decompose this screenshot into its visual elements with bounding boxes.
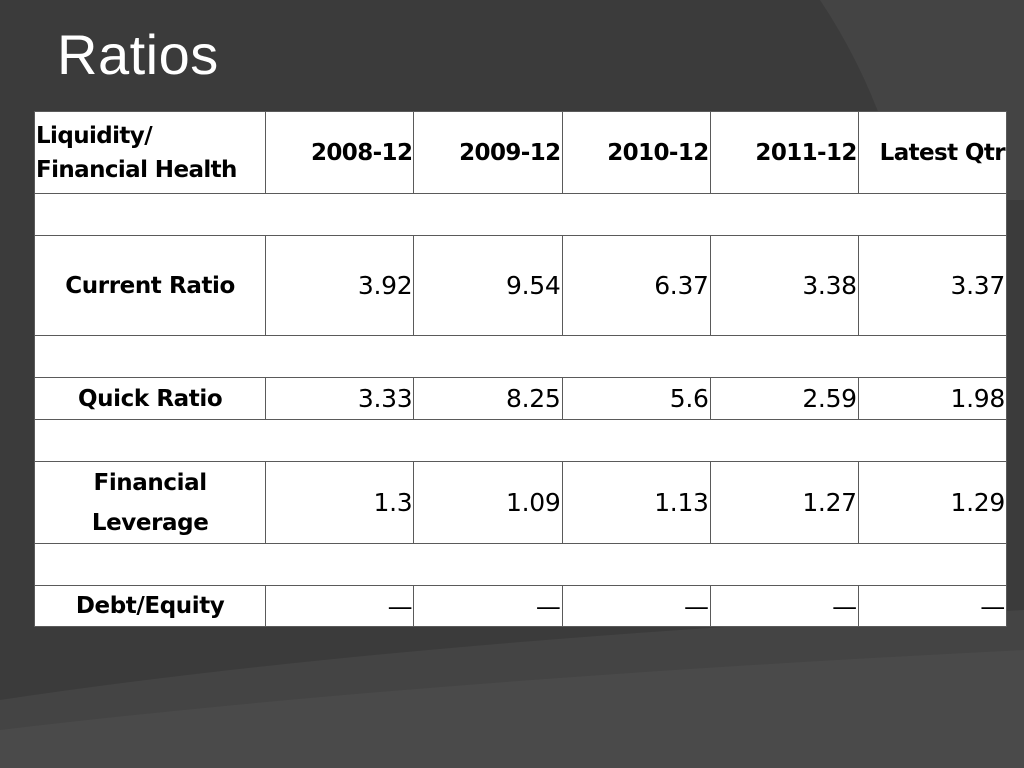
header-col-latest-qtr: Latest Qtr: [857, 111, 1008, 194]
value-cell: 3.37: [857, 235, 1008, 336]
value-cell: 1.3: [265, 461, 415, 544]
value-cell: 2.59: [709, 377, 859, 420]
header-col-2009: 2009-12: [413, 111, 563, 194]
spacer-cell: [34, 543, 1007, 586]
table-row-quick-ratio: Quick Ratio 3.33 8.25 5.6 2.59 1.98: [33, 377, 1008, 420]
value-cell: 6.37: [561, 235, 711, 336]
row-label-line1: Financial: [93, 469, 208, 496]
spacer-row: [34, 419, 1007, 462]
header-category-cell: Liquidity/ Financial Health: [33, 111, 267, 194]
header-category-line2: Financial Health: [36, 156, 237, 183]
value-cell: 9.54: [413, 235, 563, 336]
value-cell: —: [709, 585, 859, 627]
row-label-financial-leverage: Financial Leverage: [33, 461, 267, 544]
value-cell: 3.33: [265, 377, 415, 420]
ratios-table: Liquidity/ Financial Health 2008-12 2009…: [33, 111, 1008, 627]
header-category-line1: Liquidity/: [36, 122, 153, 149]
table-row-financial-leverage: Financial Leverage 1.3 1.09 1.13 1.27 1.…: [33, 461, 1008, 544]
row-label-current-ratio: Current Ratio: [33, 235, 267, 336]
spacer-row: [34, 193, 1007, 236]
value-cell: 1.29: [857, 461, 1008, 544]
table-row-current-ratio: Current Ratio 3.92 9.54 6.37 3.38 3.37: [33, 235, 1008, 336]
spacer-row: [34, 335, 1007, 378]
value-cell: 1.09: [413, 461, 563, 544]
row-label-debt-equity: Debt/Equity: [33, 585, 267, 627]
value-cell: 1.27: [709, 461, 859, 544]
header-col-2011: 2011-12: [709, 111, 859, 194]
table-header-row: Liquidity/ Financial Health 2008-12 2009…: [33, 111, 1008, 194]
row-label-quick-ratio: Quick Ratio: [33, 377, 267, 420]
value-cell: 1.98: [857, 377, 1008, 420]
value-cell: 3.38: [709, 235, 859, 336]
spacer-cell: [34, 335, 1007, 378]
value-cell: —: [265, 585, 415, 627]
background-swoosh-band: [0, 650, 1024, 768]
value-cell: —: [857, 585, 1008, 627]
header-col-2008: 2008-12: [265, 111, 415, 194]
spacer-row: [34, 543, 1007, 586]
spacer-cell: [34, 419, 1007, 462]
value-cell: 8.25: [413, 377, 563, 420]
value-cell: 3.92: [265, 235, 415, 336]
row-label-line2: Leverage: [91, 509, 209, 536]
table-row-debt-equity: Debt/Equity — — — — —: [33, 585, 1008, 627]
value-cell: 5.6: [561, 377, 711, 420]
value-cell: —: [561, 585, 711, 627]
value-cell: —: [413, 585, 563, 627]
slide-title: Ratios: [57, 23, 219, 86]
spacer-cell: [34, 193, 1007, 236]
header-col-2010: 2010-12: [561, 111, 711, 194]
value-cell: 1.13: [561, 461, 711, 544]
